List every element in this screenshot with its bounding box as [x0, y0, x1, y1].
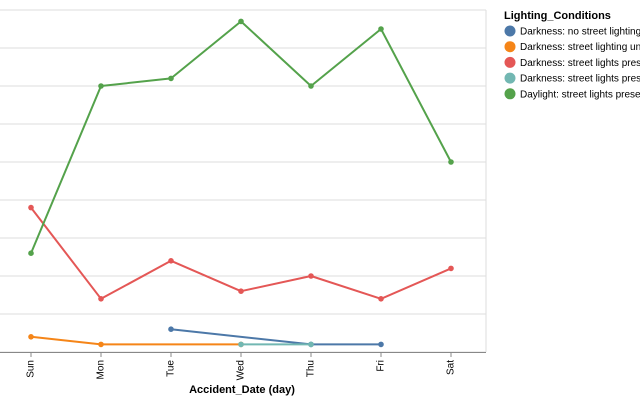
x-tick-label: Thu: [306, 360, 317, 377]
x-tick-label: Sat: [446, 360, 457, 375]
data-point: [378, 296, 384, 302]
legend-label: Darkness: no street lighting: [520, 27, 640, 38]
data-point: [168, 258, 174, 264]
legend-symbol: [504, 41, 516, 53]
legend-symbol: [504, 72, 516, 84]
data-point: [168, 75, 174, 82]
data-point: [28, 334, 34, 340]
series-line: [30, 206, 452, 300]
series-line: [30, 20, 452, 254]
legend: Lighting_Conditions Darkness: no street …: [504, 10, 640, 100]
legend-symbol: [504, 25, 516, 37]
x-tick-label: Sun: [26, 360, 37, 378]
data-point: [98, 296, 104, 302]
data-point: [308, 83, 314, 89]
series-line: [30, 335, 241, 346]
data-point: [98, 83, 104, 89]
series-2: [28, 204, 454, 302]
data-point: [168, 326, 174, 333]
legend-label: Darkness: street lights present but unli…: [520, 74, 640, 85]
x-tick-label: Tue: [166, 360, 177, 377]
chart-marks: [28, 18, 454, 348]
legend-label: Darkness: street lights present and lit: [520, 58, 640, 69]
data-point: [28, 250, 34, 256]
data-point: [378, 341, 384, 348]
data-point: [238, 18, 244, 25]
legend-label: Darkness: street lighting unknown: [520, 42, 640, 53]
gridlines: [0, 9, 487, 353]
data-point: [308, 273, 314, 279]
x-tick-label: Mon: [96, 360, 107, 379]
legend-title: Lighting_Conditions: [504, 10, 611, 22]
x-axis: Sun Mon Tue Wed Thu Fri Sat: [0, 352, 486, 380]
data-point: [98, 341, 104, 348]
legend-symbol: [504, 56, 516, 68]
legend-symbol: [504, 88, 516, 100]
data-point: [448, 159, 454, 165]
data-point: [448, 265, 454, 272]
data-point: [378, 26, 384, 32]
data-point: [238, 341, 244, 348]
x-tick-label: Wed: [236, 360, 247, 380]
data-point: [238, 288, 244, 295]
series-1: [28, 334, 244, 348]
data-point: [308, 341, 314, 348]
x-axis-title: Accident_Date (day): [189, 384, 295, 396]
series-4: [28, 18, 454, 256]
series-3: [238, 341, 314, 348]
data-point: [28, 204, 34, 211]
x-tick-label: Fri: [376, 360, 387, 372]
legend-label: Daylight: street lights present: [520, 89, 640, 100]
series-line: [170, 328, 381, 346]
